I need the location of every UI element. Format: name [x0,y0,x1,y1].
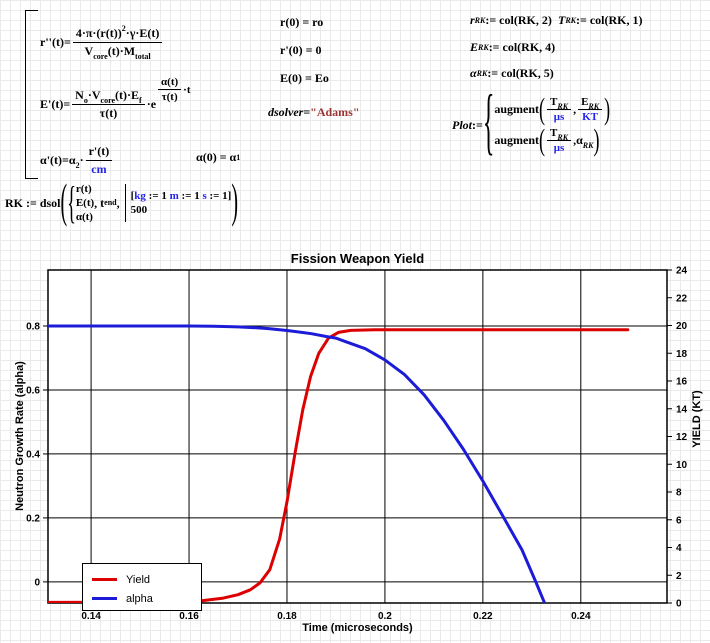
unit-m: m [169,190,179,202]
svg-text:0.6: 0.6 [26,385,40,396]
string-adams: "Adams" [310,105,360,119]
curly-brace: { [482,83,495,164]
unit-KT: KT [582,111,599,123]
equation-dsolver[interactable]: dsolver = "Adams" [268,105,360,119]
equation-r-ic[interactable]: r(0) = ro [280,15,324,29]
svg-text:0.8: 0.8 [26,321,40,332]
equation-col-r[interactable]: r RK := col(RK, 2) [470,13,552,27]
svg-text:0.16: 0.16 [179,611,199,622]
svg-text:0.4: 0.4 [26,449,40,460]
svg-text:0: 0 [34,577,40,588]
svg-text:0: 0 [676,599,682,610]
unit-s: s [202,190,207,202]
svg-text:8: 8 [676,488,682,499]
equation-rprime-ic[interactable]: r'(0) = 0 [280,43,322,57]
svg-text:14: 14 [676,404,688,415]
svg-text:0.2: 0.2 [378,611,392,622]
unit-us: μs [553,111,565,123]
eq-lhs: r''(t) [40,35,64,49]
chart-legend: Yield alpha [82,563,202,611]
equation-r-accel[interactable]: r''(t) = 4·π·(r(t))2·γ·E(t) Vcore(t)·Mto… [40,25,164,61]
svg-text:0.2: 0.2 [26,513,40,524]
solve-block-bracket [25,10,38,179]
equation-col-alpha[interactable]: α RK := col(RK, 5) [470,66,554,80]
unit-cm: cm [91,162,107,176]
svg-text:2: 2 [676,571,682,582]
svg-text:4: 4 [676,543,682,554]
equation-col-E[interactable]: E RK := col(RK, 4) [470,40,556,54]
equation-E-prime[interactable]: E'(t) = No·Vcore(t)·Ef τ(t) ·e α(t) τ(t)… [40,76,191,120]
x-axis-label: Time (microseconds) [302,622,413,634]
svg-text:22: 22 [676,293,688,304]
y-left-axis-label: Neutron Growth Rate (alpha) [14,361,26,511]
fission-yield-chart[interactable]: 0.14 0.16 0.18 0.2 0.22 0.24 0 0.2 0.4 0.6 0.8 0 2 4 6… [0,245,710,643]
options-bar [124,184,126,222]
equation-plot-def[interactable]: Plot := { augment( TRK μs , ERK KT ) augme… [452,83,610,164]
svg-text:10: 10 [676,460,688,471]
legend-item-yield: Yield [92,570,201,589]
legend-label: Yield [126,573,151,586]
legend-item-alpha: alpha [92,589,201,608]
unit-kg: kg [134,190,146,202]
big-paren-open: ( [60,175,68,229]
chart-title: Fission Weapon Yield [290,251,425,266]
svg-text:24: 24 [676,266,688,277]
equation-rk-dsolve[interactable]: RK := dsol ( { r(t) E(t) α(t) , t end, [k… [5,175,238,228]
svg-text:16: 16 [676,377,688,388]
svg-text:0.22: 0.22 [473,611,493,622]
svg-text:18: 18 [676,349,688,360]
curly-brace: { [67,176,76,227]
svg-text:0.14: 0.14 [81,611,101,622]
svg-text:6: 6 [676,515,682,526]
alpha-line-swatch [92,597,117,600]
svg-text:12: 12 [676,432,688,443]
equation-col-T[interactable]: T RK := col(RK, 1) [558,13,643,27]
svg-text:20: 20 [676,321,688,332]
equation-E-ic[interactable]: E(0) = Eo [280,71,329,85]
svg-text:0.18: 0.18 [277,611,297,622]
big-paren-close: ) [231,175,239,229]
equation-alpha-prime[interactable]: α'(t) = α2 · r'(t) cm [40,144,114,177]
yield-line-swatch [92,578,117,581]
svg-text:0.24: 0.24 [571,611,591,622]
y-right-axis-label: YIELD (KT) [691,390,703,448]
legend-label: alpha [126,592,153,605]
